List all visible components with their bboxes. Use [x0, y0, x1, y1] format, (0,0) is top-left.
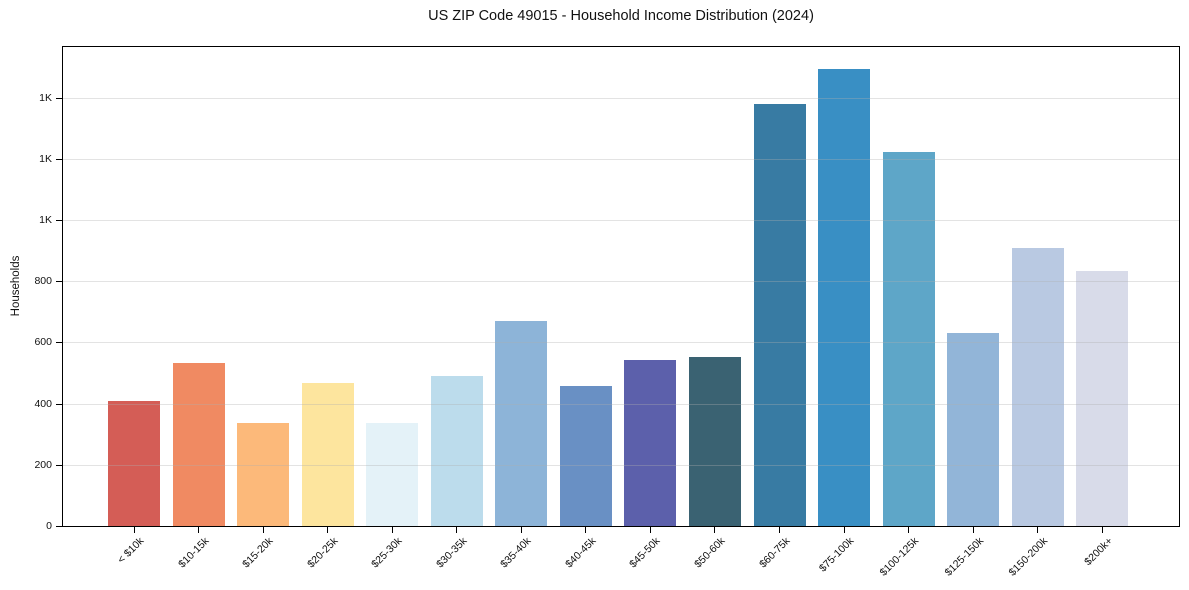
y-tick-label-200: 200 — [34, 458, 52, 471]
x-tick-50-60k — [714, 527, 716, 533]
bar-150-200k — [1011, 248, 1064, 526]
x-tick-200k — [1101, 527, 1103, 533]
y-tick-1400 — [56, 97, 62, 99]
y-tick-label-1000: 1K — [39, 213, 52, 226]
bar-75-100k — [818, 69, 871, 526]
x-tick-45-50k — [649, 527, 651, 533]
x-tick-60-75k — [779, 527, 780, 533]
x-tick-100-125k — [908, 527, 910, 533]
x-tick-label-50-60k: $50-60k — [692, 535, 728, 571]
y-tick-label-1400: 1K — [39, 91, 52, 104]
x-tick-label-60-75k: $60-75k — [756, 535, 792, 571]
gridline-y-1000 — [63, 219, 1179, 221]
bar-200k — [1076, 271, 1129, 526]
x-tick-label-75-100k: $75-100k — [817, 535, 857, 575]
bar-30-35k — [430, 376, 483, 526]
x-tick-label-35-40k: $35-40k — [498, 535, 534, 571]
x-tick-label-45-50k: $45-50k — [627, 535, 663, 571]
gridline-y-800 — [63, 281, 1179, 283]
x-tick-10-15k — [198, 527, 200, 533]
x-tick-label-125-150k: $125-150k — [942, 535, 986, 579]
x-tick-label-150-200k: $150-200k — [1006, 535, 1051, 579]
x-tick-150-200k — [1037, 527, 1039, 533]
bar-10-15k — [172, 363, 225, 526]
x-tick-30-35k — [456, 527, 458, 533]
x-tick-75-100k — [843, 527, 845, 533]
plot-area — [62, 46, 1180, 527]
gridline-y-1400 — [63, 97, 1179, 99]
x-tick-25-30k — [391, 527, 393, 533]
y-tick-label-800: 800 — [34, 275, 52, 288]
x-tick-label-200k: $200k+ — [1081, 535, 1115, 569]
y-tick-800 — [56, 281, 62, 283]
bar-100-125k — [882, 151, 935, 526]
x-tick-label-40-45k: $40-45k — [563, 535, 599, 571]
x-tick-35-40k — [520, 527, 522, 533]
x-tick-125-150k — [972, 527, 974, 533]
y-tick-label-400: 400 — [34, 397, 52, 410]
x-tick-label-15-20k: $15-20k — [240, 535, 276, 571]
y-tick-1200 — [56, 158, 62, 160]
y-tick-600 — [56, 342, 62, 344]
bar-45-50k — [624, 359, 677, 526]
y-tick-label-600: 600 — [34, 336, 52, 349]
bar-35-40k — [495, 320, 548, 526]
y-tick-400 — [56, 403, 62, 405]
chart-title: US ZIP Code 49015 - Household Income Dis… — [428, 8, 814, 24]
y-tick-1000 — [56, 219, 62, 221]
x-tick-label-10k: < $10k — [115, 535, 147, 566]
x-tick-label-10-15k: $10-15k — [175, 535, 212, 571]
x-tick-40-45k — [585, 527, 587, 533]
x-tick-label-30-35k: $30-35k — [433, 535, 470, 571]
x-tick-10k — [133, 527, 135, 533]
bar-50-60k — [688, 356, 741, 526]
x-tick-label-100-125k: $100-125k — [877, 535, 922, 579]
bar-40-45k — [559, 385, 612, 526]
bar-15-20k — [237, 423, 290, 526]
y-tick-0 — [56, 526, 62, 527]
bar-20-25k — [301, 383, 354, 526]
x-tick-label-25-30k: $25-30k — [369, 535, 405, 571]
x-tick-15-20k — [262, 527, 264, 533]
gridline-y-400 — [63, 403, 1179, 405]
y-tick-label-1200: 1K — [39, 152, 52, 165]
x-tick-label-20-25k: $20-25k — [304, 535, 341, 571]
bar-60-75k — [753, 103, 806, 526]
gridline-y-600 — [63, 342, 1179, 344]
bar-25-30k — [366, 423, 419, 526]
gridline-y-200 — [63, 464, 1179, 466]
bar-10k — [108, 401, 160, 526]
x-tick-20-25k — [327, 527, 329, 533]
y-tick-label-0: 0 — [46, 520, 52, 532]
gridline-y-1200 — [63, 158, 1179, 160]
y-tick-200 — [56, 464, 62, 466]
bar-125-150k — [947, 332, 1000, 526]
